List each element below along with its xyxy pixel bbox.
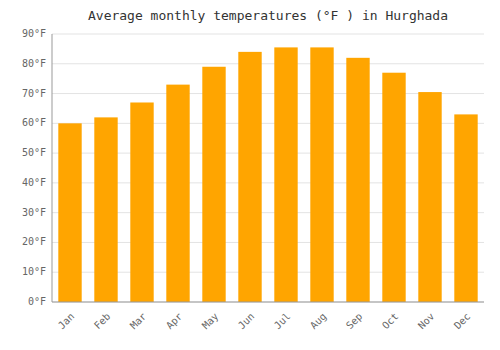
grid-line [52,302,484,303]
x-tick-label: Oct [380,311,401,332]
bar [454,114,477,302]
y-tick-label: 90°F [22,28,46,39]
x-tick-label: Jan [56,311,77,332]
bar [310,47,333,302]
bars [58,47,477,302]
grid-line [52,63,484,64]
x-tick-label: May [200,311,221,332]
x-tick-label: Sep [344,311,365,332]
grid-line [52,34,484,35]
x-tick-label: Feb [92,311,113,332]
x-tick-label: Aug [308,311,329,332]
bar [382,73,405,302]
bar [58,123,81,302]
y-tick-label: 60°F [22,117,46,128]
x-axis-labels: Jan Feb Mar Apr May Jun Jul Aug Sep Oct Nov Dec [56,311,473,332]
page: {"chart_data": {"type": "bar", "title": … [0,0,500,350]
y-tick-label: 80°F [22,58,46,69]
y-tick-label: 0°F [28,296,46,307]
bar [418,92,441,302]
y-axis-labels: 0°F 10°F 20°F 30°F 40°F 50°F 60°F 70°F 80°F 90°F [22,28,46,307]
title: Average monthly temperatures (°F ) in Hu… [88,8,448,23]
chart: Average monthly temperatures (°F ) in Hu… [0,0,500,350]
bar [202,67,225,302]
x-tick-label: Mar [128,311,149,332]
x-tick-label: Dec [452,311,473,332]
x-tick-label: Jun [236,311,257,332]
x-tick-label: Jul [272,311,293,332]
y-tick-label: 70°F [22,88,46,99]
y-tick-label: 50°F [22,147,46,158]
bar [274,47,297,302]
bar [346,58,369,302]
bar [166,85,189,302]
y-tick-label: 10°F [22,266,46,277]
x-axis-line [52,302,484,303]
chart-container: Average monthly temperatures (°F ) in Hu… [0,0,500,350]
bar [94,117,117,302]
y-axis-line [52,34,53,302]
y-tick-label: 30°F [22,207,46,218]
grid [52,34,484,302]
bar [130,102,153,302]
y-tick-label: 40°F [22,177,46,188]
y-tick-label: 20°F [22,236,46,247]
x-tick-label: Apr [164,311,185,332]
bar [238,52,261,302]
x-tick-label: Nov [416,311,437,332]
